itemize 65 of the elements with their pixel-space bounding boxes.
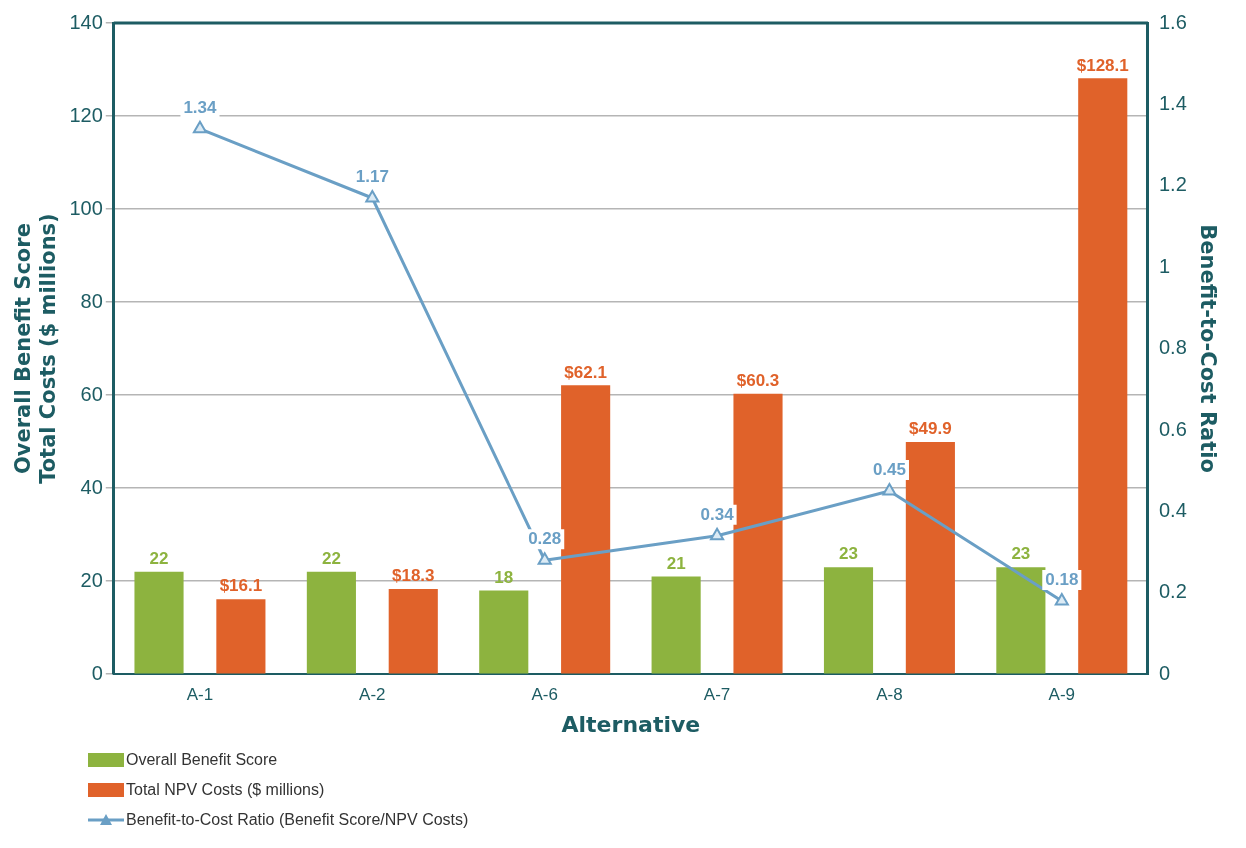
- y-tick-label: 120: [69, 103, 103, 126]
- data-label: $18.3: [391, 566, 435, 586]
- data-label: 1.34: [183, 98, 218, 118]
- y-axis-title: Overall Benefit Score Total Costs ($ millions): [11, 213, 61, 484]
- data-label: $62.1: [564, 362, 607, 382]
- data-label: 22: [149, 549, 169, 569]
- y2-tick-label: 0.4: [1159, 498, 1187, 521]
- y-tick-label: 60: [80, 382, 103, 405]
- y-tick-label: 140: [69, 10, 103, 33]
- data-label: 21: [666, 553, 686, 573]
- x-tick-label: A-6: [531, 685, 558, 705]
- y2-tick-label: 0: [1159, 661, 1171, 684]
- data-label: 1.17: [355, 167, 389, 187]
- y-tick-label: 100: [69, 196, 103, 219]
- bar: [996, 567, 1046, 674]
- legend-label: Overall Benefit Score: [126, 751, 278, 769]
- data-label: 0.18: [1045, 570, 1079, 590]
- y2-tick-label: 1.4: [1159, 91, 1187, 114]
- data-label: 0.45: [872, 460, 906, 480]
- bar: [1078, 78, 1128, 674]
- bar: [561, 385, 611, 674]
- bar: [388, 589, 438, 674]
- point: [710, 527, 725, 541]
- y-tick-label: 0: [91, 661, 103, 684]
- data-label: 22: [321, 549, 341, 569]
- x-tick-label: A-2: [359, 685, 386, 705]
- y2-tick-label: 0.6: [1159, 417, 1187, 440]
- y-tick-label: 40: [80, 475, 103, 498]
- data-label: 0.34: [700, 505, 735, 525]
- bar: [306, 571, 356, 674]
- data-label: 18: [494, 567, 514, 587]
- point: [537, 552, 552, 565]
- y2-tick-label: 1.2: [1159, 173, 1187, 196]
- legend-label: Benefit-to-Cost Ratio (Benefit Score/NPV Costs): [126, 811, 469, 829]
- bar: [651, 576, 701, 674]
- point: [192, 120, 208, 134]
- point: [882, 483, 897, 496]
- y2-axis-title: Benefit-to-Cost Ratio: [1195, 224, 1220, 473]
- bar: [905, 442, 955, 674]
- data-label: 0.28: [528, 529, 562, 549]
- y2-tick-label: 1: [1159, 254, 1171, 277]
- bar: [823, 567, 874, 674]
- data-label: 23: [1011, 544, 1031, 564]
- bar: [216, 599, 266, 674]
- legend-label: Total NPV Costs ($ millions): [126, 781, 325, 799]
- y2-tick-label: 0.8: [1159, 336, 1187, 359]
- bar: [134, 571, 184, 674]
- x-tick-label: A-1: [186, 685, 214, 705]
- y-tick-label: 80: [80, 289, 103, 312]
- point: [1054, 592, 1069, 606]
- x-tick-label: A-8: [876, 685, 903, 705]
- x-tick-label: A-9: [1048, 685, 1076, 705]
- bar: [479, 590, 529, 674]
- point: [365, 190, 380, 203]
- x-tick-label: A-7: [703, 685, 731, 705]
- data-label: 23: [839, 544, 858, 564]
- y2-tick-label: 1.6: [1159, 10, 1187, 33]
- y-tick-label: 20: [80, 568, 103, 591]
- data-label: $16.1: [219, 576, 263, 596]
- bar: [733, 393, 783, 674]
- data-label: $49.9: [909, 419, 952, 439]
- data-label: $60.3: [736, 370, 780, 390]
- data-label: $128.1: [1076, 55, 1129, 75]
- x-axis-title: Alternative: [561, 711, 701, 737]
- y2-tick-label: 0.2: [1159, 580, 1187, 603]
